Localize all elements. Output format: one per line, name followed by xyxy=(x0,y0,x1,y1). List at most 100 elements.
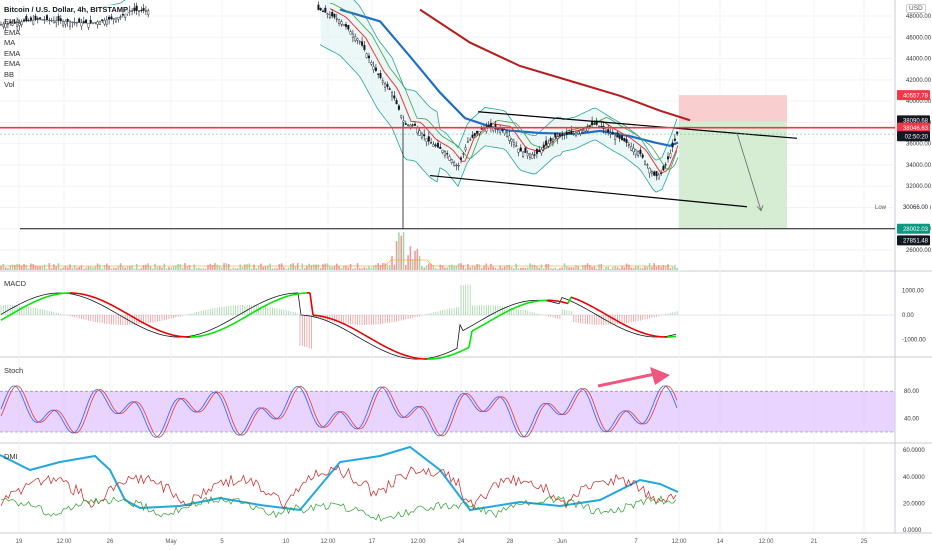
indicator-ma-label[interactable]: MA xyxy=(4,38,16,47)
macd-signal-segment xyxy=(558,300,563,303)
volume-bar xyxy=(184,263,186,270)
volume-bar xyxy=(156,266,159,270)
indicator-ema-label[interactable]: EMA xyxy=(4,17,21,26)
bollinger-upper xyxy=(353,0,678,161)
volume-bar xyxy=(193,264,195,270)
volume-bar xyxy=(218,265,221,270)
indicator-ema-label[interactable]: EMA xyxy=(4,27,21,37)
macd-signal-segment xyxy=(36,298,41,302)
volume-bar xyxy=(329,266,331,270)
time-label: Jun xyxy=(557,539,567,545)
candle-body xyxy=(326,13,329,15)
macd-signal-segment xyxy=(486,320,491,324)
macd-signal-segment xyxy=(630,327,635,331)
candle-body xyxy=(540,149,543,154)
candle-body xyxy=(133,7,136,11)
candle-body xyxy=(476,130,479,134)
time-label: 28 xyxy=(507,539,514,545)
volume-bar xyxy=(359,268,361,270)
price-tag xyxy=(897,122,930,133)
macd-signal-segment xyxy=(21,305,26,309)
indicator-vol-label[interactable]: Vol xyxy=(4,80,15,89)
macd-signal-segment xyxy=(198,334,203,338)
candle-body xyxy=(140,9,143,12)
candle-body xyxy=(450,159,453,163)
macd-signal-segment xyxy=(618,321,623,325)
volume-bar xyxy=(349,263,352,270)
macd-signal-segment xyxy=(201,334,206,337)
volume-bar xyxy=(66,267,69,270)
volume-bar xyxy=(71,267,74,270)
candle-body xyxy=(616,132,619,138)
candle-body xyxy=(87,23,90,28)
volume-bar xyxy=(232,267,235,270)
indicator-ema-label[interactable]: EMA xyxy=(4,59,21,68)
macd-signal-segment xyxy=(117,307,122,311)
macd-signal-segment xyxy=(624,324,629,328)
volume-bar xyxy=(614,265,616,270)
candle-body xyxy=(416,127,419,134)
macd-signal-segment xyxy=(456,350,461,354)
candle-body xyxy=(404,123,407,125)
volume-bar xyxy=(607,266,609,270)
volume-bar xyxy=(250,268,253,270)
volume-bar xyxy=(391,255,393,270)
candle-body xyxy=(52,20,55,24)
macd-signal-segment xyxy=(615,319,620,323)
candle-body xyxy=(641,154,644,158)
candle-body xyxy=(62,20,65,26)
indicator-bb-label[interactable]: BB xyxy=(4,69,15,79)
candle-body xyxy=(552,138,555,142)
macd-signal-segment xyxy=(96,297,101,301)
candle-body xyxy=(646,164,649,166)
candle-body xyxy=(581,129,584,131)
candle-body xyxy=(517,148,520,153)
candle-body xyxy=(503,129,506,134)
dmi-pane-label: DMI xyxy=(4,452,18,461)
volume-bar xyxy=(179,264,182,270)
candle-body xyxy=(556,136,559,139)
volume-bar xyxy=(556,268,559,270)
macd-signal-segment xyxy=(561,301,566,304)
candle-body xyxy=(18,21,21,26)
macd-signal-segment xyxy=(357,330,362,334)
candle-body xyxy=(317,4,320,10)
macd-signal-segment xyxy=(333,319,338,322)
macd-signal-segment xyxy=(42,296,47,299)
candle-body xyxy=(117,17,120,20)
volume-bar xyxy=(444,267,446,270)
candle-body xyxy=(437,142,440,148)
volume-bar xyxy=(469,267,471,270)
volume-bar xyxy=(577,266,580,270)
volume-bar xyxy=(69,264,71,270)
indicator-ema-label[interactable]: EMA xyxy=(4,48,21,58)
volume-bar xyxy=(131,265,133,270)
candle-body xyxy=(563,134,566,136)
volume-bar xyxy=(211,264,214,270)
volume-bar xyxy=(451,264,453,270)
macd-signal-segment xyxy=(468,330,473,348)
macd-signal-segment xyxy=(393,350,398,353)
volume-bar xyxy=(117,265,120,270)
volume-bar xyxy=(73,264,76,270)
candle-body xyxy=(98,21,101,26)
ema-blue xyxy=(339,8,679,147)
indicator-legend: EMA EMA MA EMA EMA BB Vol xyxy=(4,17,20,91)
macd-signal-segment xyxy=(174,334,179,337)
macd-signal-segment xyxy=(525,302,530,305)
macd-signal-segment xyxy=(399,352,404,356)
volume-bar xyxy=(244,264,246,270)
symbol-title: Bitcoin / U.S. Dollar, 4h, BITSTAMP xyxy=(4,5,129,14)
volume-bar xyxy=(409,246,412,270)
macd-signal-segment xyxy=(3,316,8,320)
macd-signal-segment xyxy=(162,331,167,334)
candle-body xyxy=(634,149,637,155)
macd-signal-segment xyxy=(411,356,416,359)
macd-signal-segment xyxy=(261,305,266,309)
volume-bar xyxy=(248,263,251,270)
take-profit-zone xyxy=(679,121,787,229)
volume-bar xyxy=(39,266,41,270)
volume-bar xyxy=(623,267,626,270)
volume-bar xyxy=(384,263,386,270)
